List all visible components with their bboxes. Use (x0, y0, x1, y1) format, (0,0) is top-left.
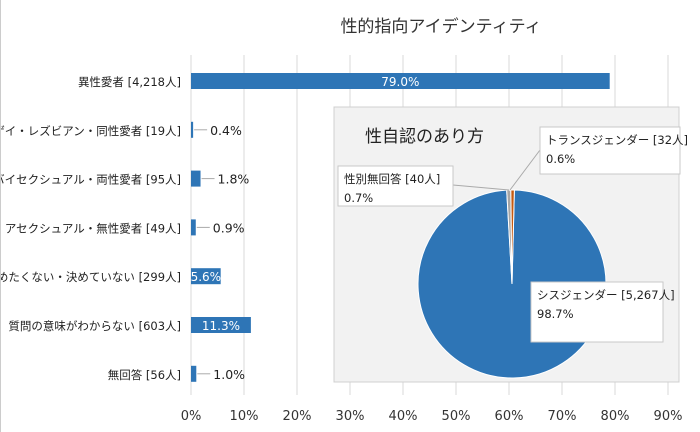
x-tick-label: 60% (495, 409, 524, 424)
x-tick-label: 40% (389, 409, 418, 424)
leader-line (509, 149, 541, 191)
pie-label-box (539, 126, 681, 175)
pie-slice (510, 189, 515, 285)
pie-slice-value: 0.7% (344, 191, 373, 205)
pie-slice-label: トランスジェンダー [32人] (546, 133, 688, 147)
pie-label-box (530, 281, 664, 343)
bar (191, 219, 196, 236)
bar (191, 268, 221, 285)
leader-line (452, 184, 510, 191)
pie-chart-title: 性自認のあり方 (365, 127, 484, 147)
x-tick-label: 0% (181, 409, 202, 424)
pie-slice-value: 0.6% (546, 152, 575, 166)
bar (191, 73, 610, 89)
bar (191, 317, 251, 333)
category-label: 決めたくない・決めていない [299人] (1, 270, 181, 284)
bar-data-label: 1.8% (218, 172, 250, 187)
bar (191, 365, 197, 382)
category-label: 質問の意味がわからない [603人] (8, 319, 181, 333)
pie-label-box (337, 165, 454, 207)
bar-data-label: 0.4% (210, 123, 242, 138)
category-label: 無回答 [56人] (108, 368, 181, 382)
x-tick-label: 80% (601, 409, 630, 424)
bar-data-label: 79.0% (381, 75, 419, 89)
x-tick-label: 90% (654, 409, 683, 424)
pie-slice-label: シスジェンダー [5,267人] (537, 288, 675, 302)
bar-data-label: 11.3% (202, 319, 240, 333)
bar-chart-title: 性的指向アイデンティティ (340, 16, 541, 37)
x-tick-label: 30% (336, 409, 365, 424)
x-tick-label: 70% (548, 409, 577, 424)
x-tick-label: 50% (442, 409, 471, 424)
category-label: ゲイ・レズビアン・同性愛者 [19人] (1, 124, 181, 138)
category-label: バイセクシュアル・両性愛者 [95人] (1, 173, 181, 187)
category-label: アセクシュアル・無性愛者 [49人] (5, 221, 181, 235)
bar-data-label: 1.0% (213, 367, 245, 382)
pie-slice-value: 98.7% (537, 307, 574, 321)
bar-data-label: 5.6% (191, 270, 222, 284)
bar (191, 170, 201, 187)
pie-slice-label: 性別無回答 [40人] (344, 172, 440, 186)
x-tick-label: 10% (230, 409, 259, 424)
x-tick-label: 20% (283, 409, 312, 424)
bar-data-label: 0.9% (213, 220, 245, 235)
bar (191, 121, 194, 138)
category-label: 異性愛者 [4,218人] (78, 75, 181, 89)
